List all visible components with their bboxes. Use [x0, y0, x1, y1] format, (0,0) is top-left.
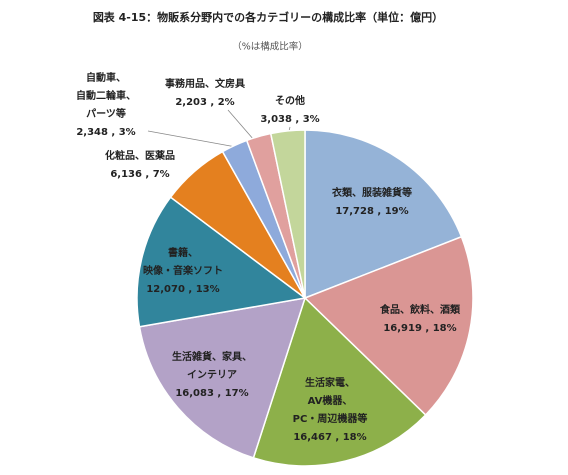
leader-line [227, 109, 255, 141]
value-label: 16,467 , 18% [293, 432, 366, 443]
chart-title: 図表 4-15：物販系分野内での各カテゴリーの構成比率（単位：億円） [93, 10, 443, 24]
slice-label: PC・周辺機器等 [293, 412, 368, 425]
slice-label: 化粧品、医薬品 [105, 149, 175, 162]
slice-label: その他 [275, 94, 305, 107]
slice-label: 事務用品、文房具 [165, 77, 245, 90]
slice-label: 自動二輪車、 [76, 89, 136, 102]
slice-label: AV機器、 [308, 394, 353, 407]
slice-label: インテリア [187, 369, 237, 381]
pie-slice [136, 196, 307, 328]
value-label: 16,919 , 18% [383, 323, 456, 334]
slice-label: 生活雑貨、家具、 [172, 350, 252, 363]
value-label: 3,038 , 3% [260, 114, 319, 125]
slice-label: パーツ等 [86, 107, 126, 120]
leader-line [147, 130, 237, 148]
slice-label: 衣類、服装雑貨等 [332, 186, 412, 199]
pie-slice [303, 235, 474, 417]
pie-slice [138, 297, 307, 459]
value-label: 6,136 , 7% [110, 169, 169, 180]
value-label: 2,203 , 2% [175, 97, 234, 108]
pie-slice [252, 296, 427, 467]
value-label: 12,070 , 13% [146, 284, 219, 295]
slice-label: 生活家電、 [305, 376, 355, 389]
slice-label: 自動車、 [86, 71, 126, 84]
value-label: 17,728 , 19% [335, 206, 408, 217]
slice-label: 映像・音楽ソフト [143, 264, 223, 277]
value-label: 2,348 , 3% [76, 127, 135, 138]
slice-label: 食品、飲料、酒類 [379, 303, 461, 316]
chart-subtitle: （%は構成比率） [232, 41, 308, 53]
pie-slice [269, 129, 306, 299]
value-label: 16,083 , 17% [175, 388, 248, 399]
slice-label: 書籍、 [168, 246, 198, 259]
pie-slice [304, 129, 463, 300]
